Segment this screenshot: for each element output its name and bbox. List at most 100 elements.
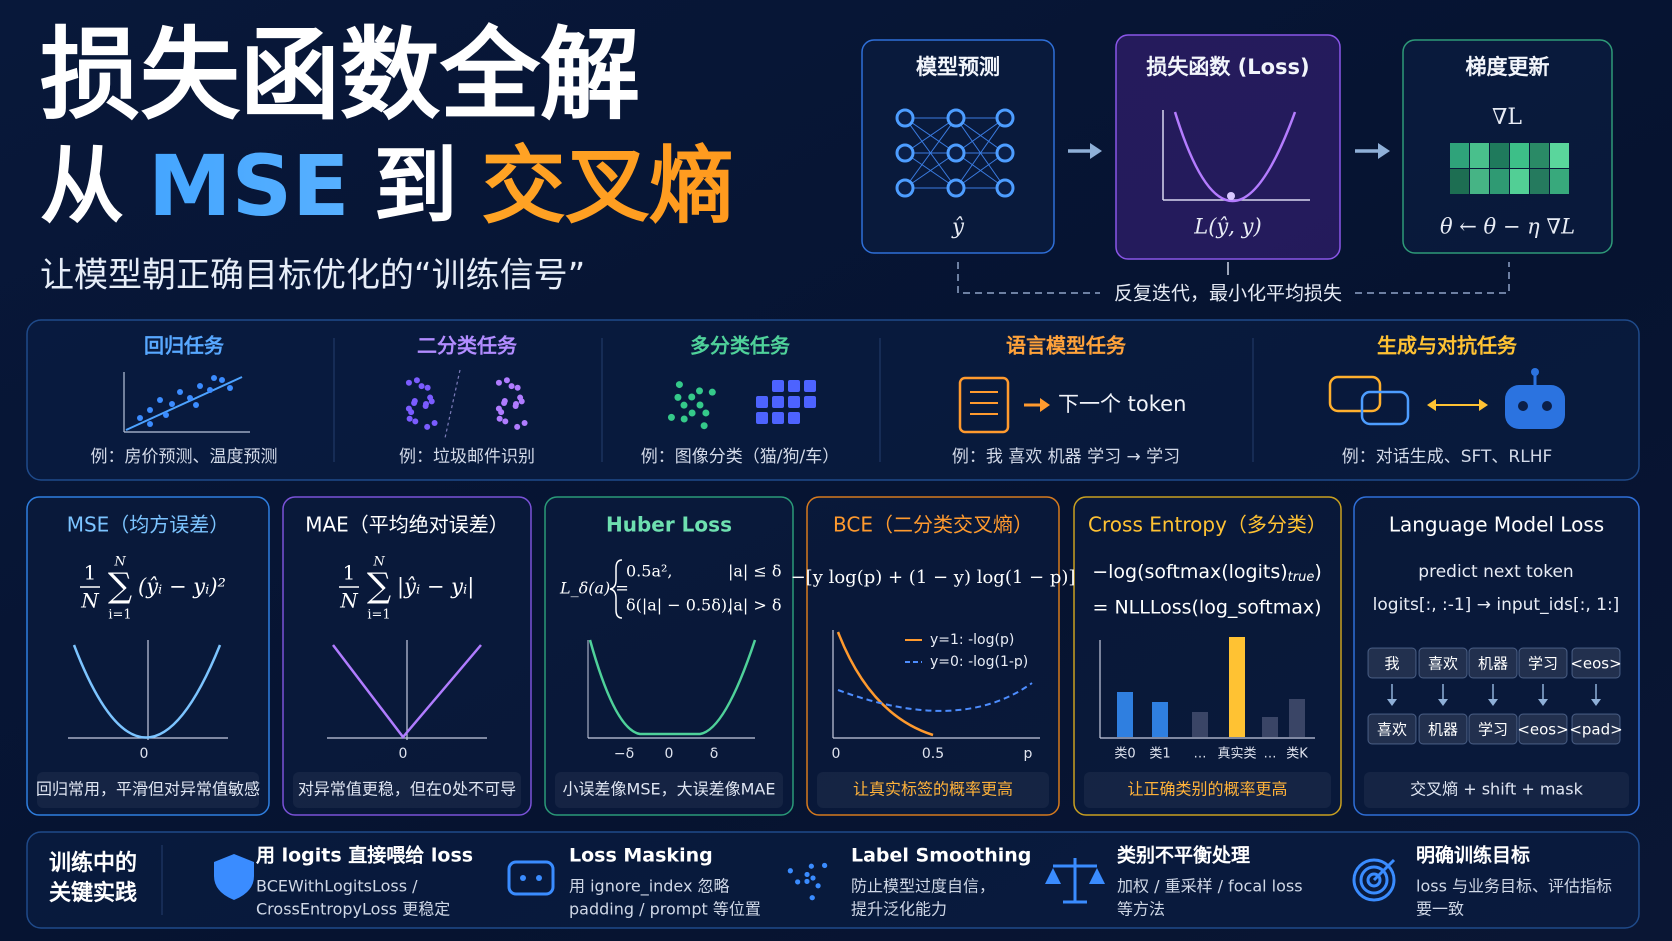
formula-part: 0.5a², — [626, 562, 672, 581]
practice-desc: 提升泛化能力 — [851, 900, 947, 919]
scatter-dot — [169, 401, 175, 407]
bar-illustration — [1152, 702, 1168, 737]
huber-curve — [588, 639, 757, 736]
class-dot — [695, 387, 703, 395]
mse-curve — [72, 644, 222, 739]
scatter-dot — [197, 383, 203, 389]
loss-card — [806, 496, 1060, 816]
scatter-dot — [157, 397, 163, 403]
loss-title: MAE（平均绝对误差） — [305, 513, 509, 537]
class-dot — [431, 420, 438, 427]
footer-tab — [293, 772, 521, 808]
class-dot — [702, 409, 710, 417]
decor-line — [125, 376, 243, 431]
token-box — [1518, 647, 1568, 679]
formula-part: ∑ — [367, 566, 391, 606]
target-ring — [1366, 872, 1382, 888]
loss-footer: 回归常用，平滑但对异常值敏感 — [36, 780, 260, 799]
gradient-cell — [1450, 169, 1469, 194]
pipeline-step-output: L(ŷ, y) — [1193, 215, 1261, 239]
scatter-dot — [227, 385, 233, 391]
smoothing-dot — [804, 878, 810, 884]
gradient-cell — [1530, 169, 1549, 194]
task-title: 多分类任务 — [690, 334, 791, 358]
network-node — [946, 108, 966, 128]
smoothing-dot — [815, 883, 821, 889]
gradient-cell — [1470, 143, 1489, 168]
class-dot — [502, 418, 509, 425]
practice-panel — [26, 831, 1640, 929]
mask-icon — [507, 860, 555, 896]
mae-curve — [332, 644, 482, 739]
token-box — [1367, 647, 1417, 679]
loss-title: Huber Loss — [606, 513, 732, 537]
loss-footer: 让真实标签的概率更高 — [853, 780, 1013, 799]
practice-title: Label Smoothing — [851, 845, 1031, 867]
smoothing-dot — [822, 863, 828, 869]
task-title: 语言模型任务 — [1006, 334, 1127, 358]
scatter-dot — [211, 375, 217, 381]
axis-label: 真实类 — [1217, 747, 1256, 762]
network-node — [946, 143, 966, 163]
formula-part: i=1 — [367, 608, 390, 623]
practice-title: Loss Masking — [569, 845, 713, 867]
scatter-dot — [147, 421, 153, 427]
token: 学习 — [1528, 655, 1558, 673]
axis-label: … — [1194, 747, 1207, 762]
axis-label: 类0 — [1114, 747, 1135, 762]
token: <eos> — [1517, 721, 1568, 739]
task-example: 例：对话生成、SFT、RLHF — [1342, 447, 1553, 467]
class-dot — [406, 415, 413, 422]
class-dot — [428, 398, 435, 405]
robot-eye — [1518, 401, 1528, 411]
axis-label: p — [1024, 746, 1033, 762]
arrow-head — [1387, 699, 1397, 706]
chat-icon — [1328, 375, 1382, 413]
pipeline-step-title: 梯度更新 — [1466, 55, 1550, 79]
class-dot — [495, 405, 502, 412]
formula-part: δ(|a| − 0.5δ), — [626, 596, 732, 615]
gradient-cell — [1510, 169, 1529, 194]
loss-title: Language Model Loss — [1389, 513, 1604, 537]
decor-line — [955, 152, 1006, 189]
class-dot — [418, 383, 425, 390]
task-panel — [26, 319, 1640, 481]
arrow-head — [1090, 143, 1102, 159]
bce-curve-positive — [836, 631, 934, 737]
pipeline-step-title: 损失函数 (Loss) — [1146, 55, 1309, 79]
scale-pan — [1045, 868, 1105, 884]
arrow-head — [1538, 699, 1548, 706]
token: 喜欢 — [1428, 655, 1458, 673]
practice-title: 明确训练目标 — [1416, 844, 1530, 867]
task-example: 例：我 喜欢 机器 学习 → 学习 — [952, 447, 1180, 467]
token-box — [1571, 713, 1621, 745]
gradient-cell — [1550, 169, 1569, 194]
formula-part: true — [1288, 570, 1315, 585]
doc-icon — [958, 376, 1010, 434]
task-example: 例：房价预测、温度预测 — [91, 447, 278, 467]
decor-line — [955, 117, 1006, 154]
brace — [609, 559, 623, 619]
scatter-dot — [193, 402, 199, 408]
axis-label: 0 — [140, 746, 149, 762]
class-square — [772, 412, 784, 424]
practice-desc: 加权 / 重采样 / focal loss — [1117, 877, 1303, 896]
pipeline-step-output: ŷ — [951, 215, 965, 239]
gradient-cell — [1550, 143, 1569, 168]
target-ring — [1359, 865, 1389, 895]
decor-line — [904, 117, 957, 189]
loss-card — [1353, 496, 1640, 816]
class-dot — [496, 415, 503, 422]
task-title: 生成与对抗任务 — [1377, 334, 1518, 358]
arrow-head — [1438, 699, 1448, 706]
axis-label: 0 — [665, 746, 674, 762]
pipeline-box — [1115, 34, 1341, 260]
class-dot — [674, 393, 682, 401]
arrow-head — [1479, 399, 1488, 411]
decor-line — [1372, 858, 1396, 882]
class-dot — [667, 413, 675, 421]
token: 机器 — [1478, 655, 1508, 673]
class-square — [788, 380, 800, 392]
minimum-point — [1227, 192, 1235, 200]
robot-eye — [1542, 401, 1552, 411]
